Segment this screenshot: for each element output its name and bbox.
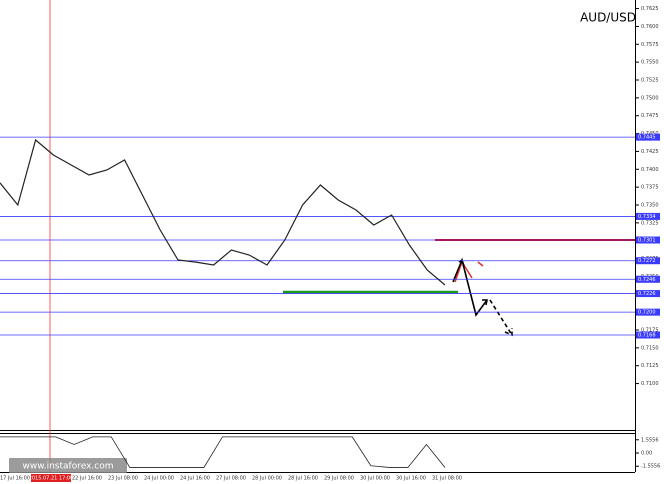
y-tick-label: 0.7525 xyxy=(641,78,659,84)
level-label: 0.7168 xyxy=(638,333,656,339)
level-tag xyxy=(636,257,660,265)
y-tick-label: 0.7325 xyxy=(641,220,659,226)
x-tick-label: 30 Jul 00:00 xyxy=(360,476,390,482)
x-tick-label: 31 Jul 08:00 xyxy=(432,476,462,482)
x-tick-label: 29 Jul 08:00 xyxy=(324,476,354,482)
level-label: 0.7246 xyxy=(638,277,656,283)
level-label: 0.7301 xyxy=(638,238,656,244)
arrow xyxy=(452,257,488,317)
watermark-box xyxy=(9,458,127,473)
x-tick-label: 24 Jul 00:00 xyxy=(144,476,174,482)
y-tick-label: 0.7100 xyxy=(641,381,659,387)
x-tick-label: 17 Jul 16:00 xyxy=(0,476,30,482)
level-label: 0.7334 xyxy=(638,214,656,220)
y-tick-label: 0.7125 xyxy=(641,363,659,369)
y-tick-label: 0.7400 xyxy=(641,167,659,173)
indicator-tick-label: -1.5556 xyxy=(641,464,660,470)
red-arrow xyxy=(477,261,484,267)
y-tick-label: 0.7350 xyxy=(641,203,659,209)
price-line xyxy=(0,436,446,468)
x-tick-label: 23 Jul 08:00 xyxy=(108,476,138,482)
y-tick-label: 0.7150 xyxy=(641,345,659,351)
y-tick-label: 0.7625 xyxy=(641,6,659,12)
indicator-tick-label: 1.5556 xyxy=(641,437,659,443)
level-label: 0.7445 xyxy=(638,135,656,141)
y-tick-label: 0.7600 xyxy=(641,24,659,30)
symbol-title: AUD/USD xyxy=(580,11,636,25)
y-tick-label: 0.7425 xyxy=(641,149,659,155)
price-line xyxy=(0,138,446,286)
y-tick-label: 0.7475 xyxy=(641,113,659,119)
y-tick-label: 0.7500 xyxy=(641,95,659,101)
x-tick-label: 22 Jul 16:00 xyxy=(72,476,102,482)
x-tick-label: 28 Jul 16:00 xyxy=(288,476,318,482)
y-tick-label: 0.7375 xyxy=(641,185,659,191)
level-tag xyxy=(636,308,660,316)
level-label: 0.7200 xyxy=(638,310,656,316)
y-tick-label: 0.7175 xyxy=(641,328,659,334)
level-tag xyxy=(636,133,660,141)
x-tick-label: 28 Jul 00:00 xyxy=(252,476,282,482)
level-tag xyxy=(636,275,660,283)
level-tag xyxy=(636,290,660,298)
level-label: 0.7226 xyxy=(638,291,656,297)
cursor-time-tag xyxy=(31,474,71,482)
level-label: 0.7272 xyxy=(638,258,656,264)
indicator-tick-label: 0.00 xyxy=(641,451,652,457)
x-tick-label: 24 Jul 16:00 xyxy=(180,476,210,482)
watermark: www.instaforex.com xyxy=(22,462,113,472)
y-tick-label: 0.7550 xyxy=(641,60,659,66)
level-tag xyxy=(636,236,660,244)
level-tag xyxy=(636,331,660,339)
x-tick-label: 27 Jul 08:00 xyxy=(216,476,246,482)
y-tick-label: 0.7575 xyxy=(641,42,659,48)
level-tag xyxy=(636,212,660,220)
x-tick-label: 2015.07.21 17:00 xyxy=(29,476,74,482)
x-tick-label: 30 Jul 16:00 xyxy=(396,476,426,482)
